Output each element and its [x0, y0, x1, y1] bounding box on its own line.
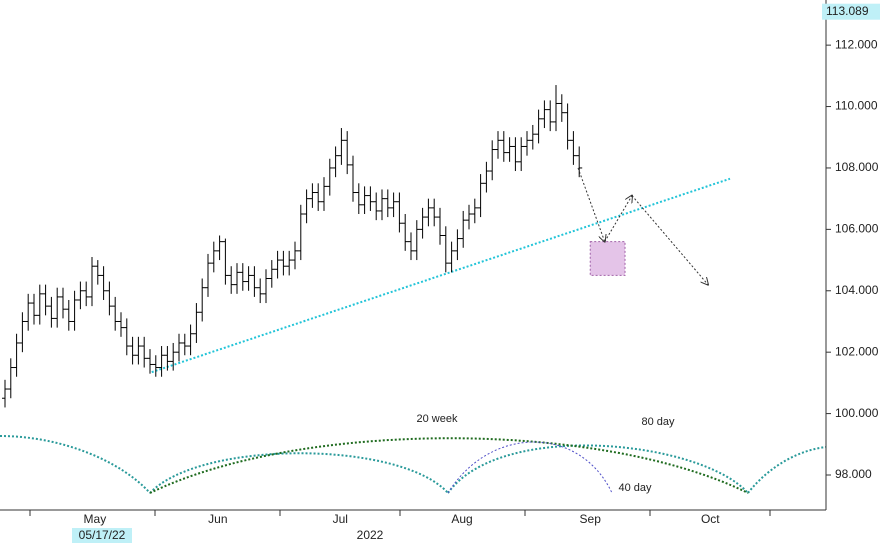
- trend-line: [151, 177, 731, 374]
- year-label: 2022: [357, 528, 384, 542]
- y-tick-label: 100.000: [835, 406, 879, 420]
- cycle-label: 80 day: [641, 416, 675, 428]
- date-label: 05/17/22: [79, 528, 126, 542]
- cycle-20-week: [149, 437, 749, 494]
- month-separators: [29, 510, 771, 516]
- cycle-label: 40 day: [618, 482, 652, 494]
- cycle-80-day: [747, 446, 827, 494]
- x-tick-label: Oct: [701, 512, 720, 526]
- x-tick-label: Jul: [333, 512, 348, 526]
- date-label-box: [72, 528, 132, 543]
- x-tick-label: Jun: [208, 512, 227, 526]
- last-price-box: [822, 3, 880, 20]
- y-tick-label: 98.000: [835, 467, 872, 481]
- y-tick-label: 108.000: [835, 160, 879, 174]
- y-tick-label: 110.000: [835, 99, 878, 113]
- x-tick-label: Aug: [451, 512, 472, 526]
- last-price-label: 113.089: [826, 4, 869, 18]
- projection-arrow: [631, 195, 708, 285]
- x-tick-label: May: [84, 512, 107, 526]
- cycle-80-day: [447, 444, 749, 494]
- target-box: [589, 241, 626, 276]
- projection-arrow: [577, 167, 605, 242]
- cycle-40-day: [447, 441, 613, 494]
- projection-arrow: [604, 196, 632, 242]
- y-tick-label: 106.000: [835, 222, 879, 236]
- y-tick-label: 112.000: [835, 37, 878, 51]
- y-tick-label: 104.000: [835, 283, 879, 297]
- x-tick-label: Sep: [580, 512, 602, 526]
- cycle-label: 20 week: [417, 413, 458, 425]
- y-tick-label: 102.000: [835, 344, 879, 358]
- cycle-80-day: [149, 452, 449, 494]
- cycle-80-day: [0, 435, 151, 494]
